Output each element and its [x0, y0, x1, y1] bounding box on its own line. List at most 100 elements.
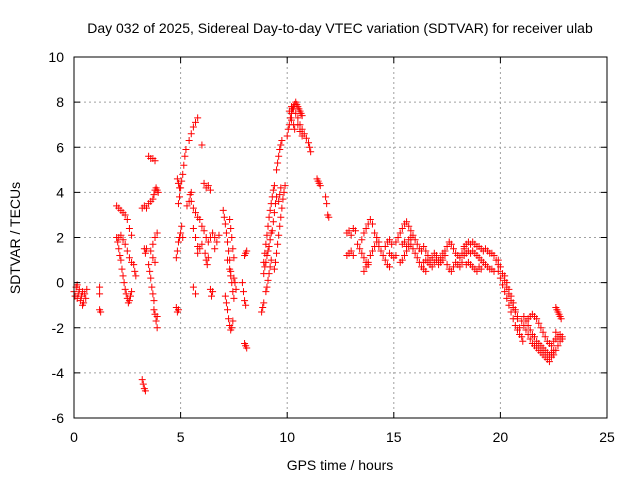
data-point	[215, 231, 223, 239]
data-point	[264, 247, 272, 255]
data-point	[150, 297, 158, 305]
y-tick-label: 4	[56, 184, 64, 200]
data-point	[116, 252, 124, 260]
data-points	[70, 98, 566, 395]
data-point	[153, 229, 161, 237]
data-point	[226, 265, 234, 273]
data-point	[117, 231, 125, 239]
data-point	[224, 238, 232, 246]
data-point	[192, 290, 200, 298]
data-point	[411, 236, 419, 244]
data-point	[386, 236, 394, 244]
data-point	[305, 139, 313, 147]
data-point	[150, 306, 158, 314]
data-point	[270, 209, 278, 217]
data-point	[513, 315, 521, 323]
data-point	[281, 182, 289, 190]
data-point	[222, 229, 230, 237]
data-point	[221, 220, 229, 228]
data-point	[146, 267, 154, 275]
data-point	[356, 245, 364, 253]
data-point	[516, 324, 524, 332]
data-point	[347, 231, 355, 239]
data-point	[531, 333, 539, 341]
data-point	[290, 105, 298, 113]
data-point	[225, 315, 233, 323]
data-point	[503, 279, 511, 287]
data-point	[198, 141, 206, 149]
data-point	[97, 308, 105, 316]
data-point	[142, 245, 150, 253]
data-point	[121, 211, 129, 219]
data-point	[179, 234, 187, 241]
data-point	[428, 254, 436, 262]
data-point	[269, 186, 277, 194]
data-point	[360, 229, 368, 237]
data-point	[473, 267, 481, 275]
data-point	[187, 130, 195, 138]
data-point	[325, 213, 333, 221]
data-point	[174, 200, 182, 208]
data-point	[126, 292, 134, 300]
data-point	[496, 274, 504, 282]
data-point	[260, 299, 268, 307]
data-point	[268, 227, 276, 235]
data-point	[264, 222, 272, 230]
data-point	[323, 200, 331, 208]
data-point	[151, 157, 159, 165]
data-point	[131, 267, 139, 275]
data-point	[541, 333, 549, 341]
data-point	[243, 247, 251, 255]
data-point	[96, 283, 104, 291]
data-point	[145, 261, 153, 269]
data-point	[141, 249, 149, 257]
data-point	[499, 281, 507, 289]
data-point	[392, 238, 400, 246]
data-point	[535, 319, 543, 327]
data-point	[213, 238, 221, 246]
data-point	[242, 301, 250, 309]
data-point	[185, 136, 193, 144]
data-point	[405, 222, 413, 230]
data-point	[360, 254, 368, 262]
data-point	[447, 240, 455, 248]
data-point	[239, 288, 247, 296]
data-point	[270, 265, 278, 273]
data-point	[276, 146, 284, 154]
data-point	[509, 299, 517, 307]
data-point	[518, 333, 526, 341]
y-tick-label: 10	[48, 49, 64, 65]
data-point	[128, 231, 136, 239]
data-point	[147, 247, 155, 255]
data-point	[354, 240, 362, 248]
data-point	[203, 261, 211, 269]
data-point	[196, 215, 204, 223]
data-point	[371, 229, 379, 237]
data-point	[398, 224, 406, 232]
data-point	[176, 184, 184, 192]
data-point	[117, 256, 125, 264]
data-point	[494, 267, 502, 275]
data-point	[306, 143, 314, 151]
data-point	[187, 197, 195, 205]
data-point	[496, 263, 504, 271]
data-point	[392, 252, 400, 260]
data-point	[373, 234, 381, 241]
data-point	[264, 276, 272, 284]
data-point	[366, 252, 374, 260]
data-point	[557, 315, 565, 323]
data-point	[153, 312, 161, 320]
data-point	[413, 240, 421, 248]
data-point	[204, 182, 212, 190]
data-point	[537, 324, 545, 332]
data-point	[189, 224, 197, 232]
data-point	[229, 317, 237, 325]
data-point	[443, 261, 451, 269]
x-tick-label: 15	[386, 429, 402, 445]
data-point	[360, 267, 368, 275]
data-point	[177, 229, 185, 237]
data-point	[386, 263, 394, 271]
data-point	[275, 152, 283, 160]
data-point	[273, 166, 281, 174]
data-point	[505, 301, 513, 309]
